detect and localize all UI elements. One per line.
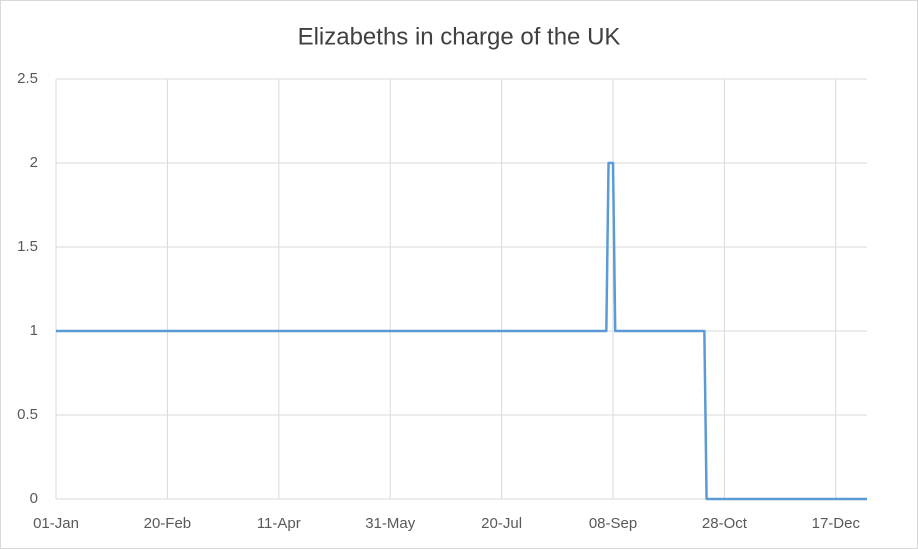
y-tick-label: 2 <box>30 154 38 171</box>
y-tick-label: 2.5 <box>17 70 38 87</box>
x-tick-label: 08-Sep <box>589 515 637 532</box>
chart-title: Elizabeths in charge of the UK <box>298 23 621 50</box>
y-tick-label: 1 <box>30 322 38 339</box>
x-tick-label: 28-Oct <box>702 515 748 532</box>
x-tick-label: 11-Apr <box>257 515 301 532</box>
y-tick-label: 1.5 <box>17 238 38 255</box>
y-tick-label: 0 <box>30 490 38 507</box>
x-tick-label: 17-Dec <box>812 515 861 532</box>
data-line <box>56 161 867 501</box>
y-tick-label: 0.5 <box>17 406 38 423</box>
x-tick-label: 20-Feb <box>144 515 192 532</box>
x-tick-label: 31-May <box>365 515 416 532</box>
x-tick-label: 20-Jul <box>481 515 522 532</box>
x-tick-label: 01-Jan <box>33 515 79 532</box>
